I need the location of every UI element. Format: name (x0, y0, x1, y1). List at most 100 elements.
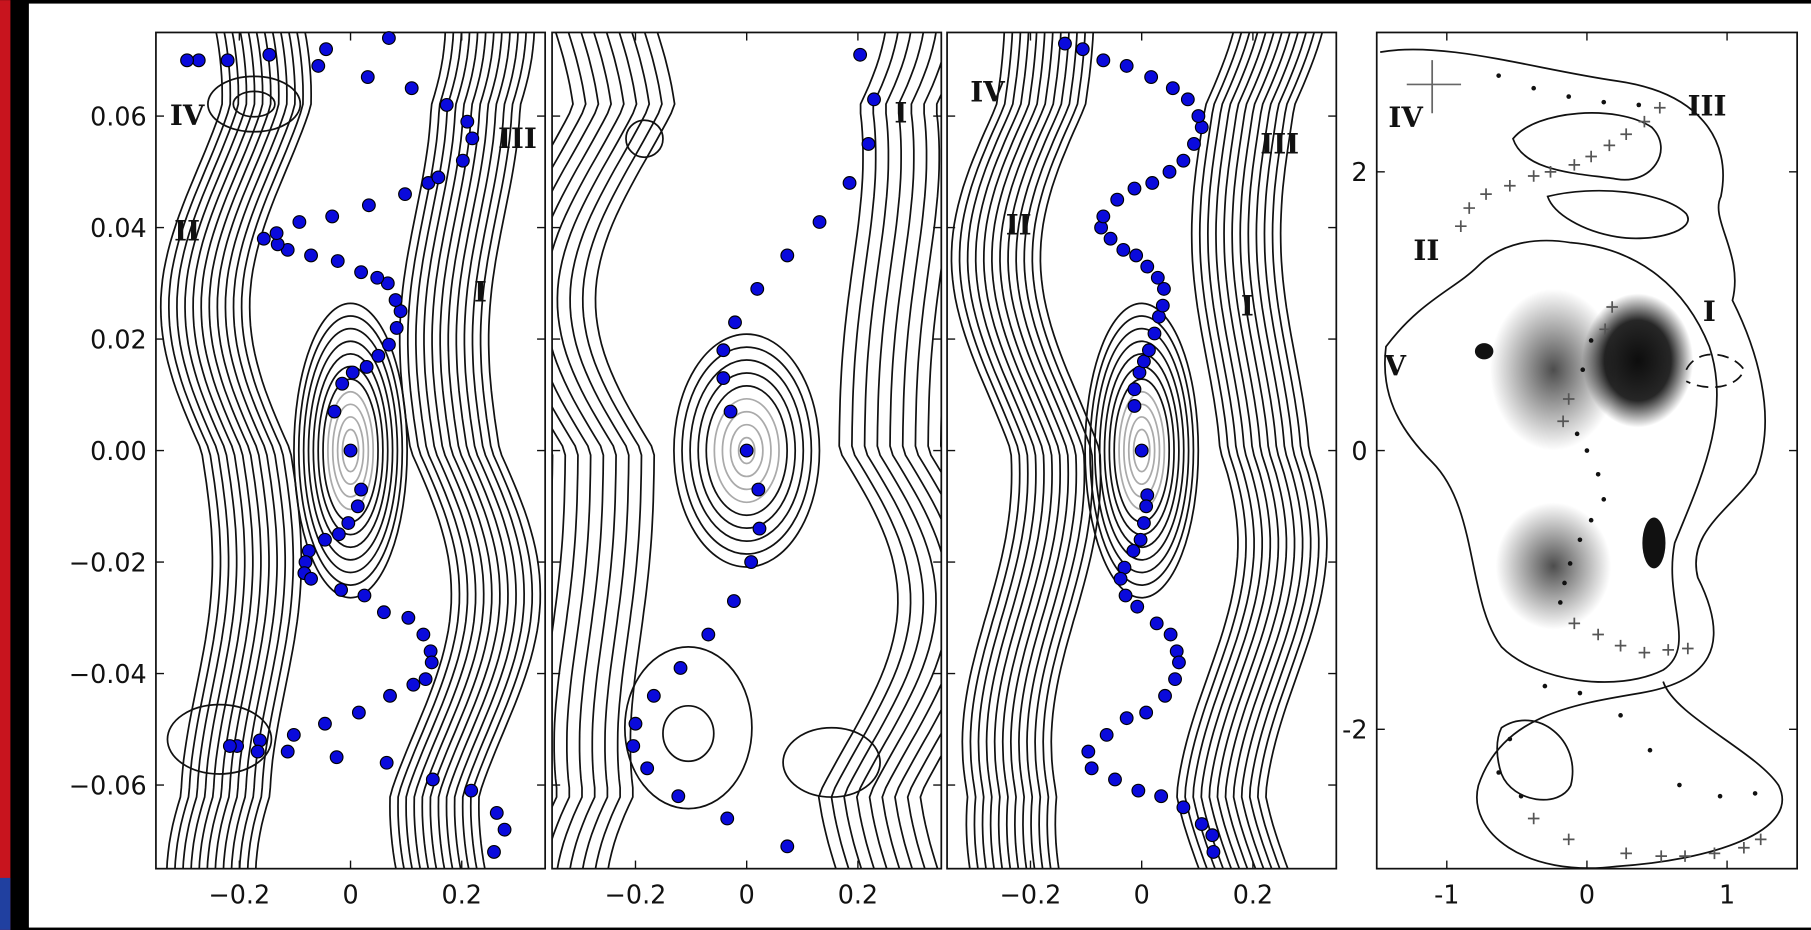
point (384, 689, 397, 702)
point (1100, 729, 1113, 742)
dot-point (1596, 472, 1601, 477)
point (1145, 71, 1158, 84)
point (843, 177, 856, 190)
point (326, 210, 339, 223)
dot-point (1562, 581, 1567, 586)
point (862, 138, 875, 151)
point (305, 572, 318, 585)
point (1120, 712, 1133, 725)
point (1085, 762, 1098, 775)
point (868, 93, 881, 106)
dot-point (1578, 537, 1583, 542)
point (335, 584, 348, 597)
point (270, 227, 283, 240)
x-tick-label: −0.2 (1000, 879, 1062, 909)
point (432, 171, 445, 184)
dot-point (1531, 86, 1536, 91)
dot-point (1580, 367, 1585, 372)
point (305, 249, 318, 262)
dot-point (1578, 691, 1583, 696)
point (488, 846, 501, 859)
point (461, 115, 474, 128)
y-tick-label: 0.04 (90, 213, 147, 243)
point (728, 595, 741, 608)
page: {"chart_data": [ {"type": "scatter", "xl… (0, 0, 1811, 930)
point (1097, 54, 1110, 67)
dot-point (1648, 748, 1653, 753)
point (1120, 60, 1133, 73)
x-tick-label: -1 (1434, 879, 1459, 909)
point (221, 54, 234, 67)
point (1095, 221, 1108, 234)
point (729, 316, 742, 329)
point (490, 807, 503, 820)
y-tick-label: 0 (1351, 436, 1367, 466)
point (702, 628, 715, 641)
point (753, 522, 766, 535)
point (674, 662, 687, 675)
x-tick-label: −0.2 (605, 879, 667, 909)
point (1097, 210, 1110, 223)
point (466, 132, 479, 145)
annotation: I (474, 276, 487, 309)
point (320, 43, 333, 56)
figure: −0.200.2−0.06−0.04−0.020.000.020.040.06I… (0, 0, 1811, 930)
point (1128, 182, 1141, 195)
point (752, 483, 765, 496)
figure-area (29, 4, 1811, 928)
dot-point (1508, 737, 1513, 742)
dot-point (1575, 432, 1580, 437)
x-tick-label: 0 (1579, 879, 1595, 909)
dot-point (1585, 448, 1590, 453)
point (781, 840, 794, 853)
dot-point (1618, 713, 1623, 718)
point (1059, 37, 1072, 50)
point (1143, 344, 1156, 357)
dot-point (1753, 791, 1758, 796)
point (1114, 572, 1127, 585)
y-tick-label: 2 (1351, 157, 1367, 187)
dot-point (1519, 794, 1524, 799)
point (399, 188, 412, 201)
point (781, 249, 794, 262)
point (380, 756, 393, 769)
point (1150, 617, 1163, 630)
point (629, 717, 642, 730)
point (390, 322, 403, 335)
side-strip-bottom (0, 878, 10, 930)
dot-point (1589, 338, 1594, 343)
y-tick-label: 0.02 (90, 324, 147, 354)
point (1141, 260, 1154, 273)
point (627, 740, 640, 753)
point (1127, 545, 1140, 558)
annotation: I (1703, 295, 1716, 328)
point (1163, 165, 1176, 178)
point (263, 48, 276, 61)
point (465, 784, 478, 797)
point (353, 706, 366, 719)
side-strip (0, 0, 10, 930)
point (1104, 232, 1117, 245)
shade (1642, 518, 1665, 569)
point (1192, 110, 1205, 123)
point (1111, 193, 1124, 206)
point (1135, 444, 1148, 457)
point (1131, 600, 1144, 613)
point (1207, 846, 1220, 859)
y-tick-label: −0.06 (69, 770, 147, 800)
point (440, 99, 453, 112)
point (1082, 745, 1095, 758)
point (360, 361, 373, 374)
point (372, 349, 385, 362)
point (1117, 244, 1130, 257)
x-tick-label: 0.2 (1233, 879, 1273, 909)
point (417, 628, 430, 641)
dot-point (1566, 94, 1571, 99)
point (402, 611, 415, 624)
annotation: IV (970, 76, 1005, 109)
y-tick-label: −0.04 (69, 659, 147, 689)
point (751, 283, 764, 296)
point (224, 740, 237, 753)
point (355, 266, 368, 279)
point (1146, 177, 1159, 190)
